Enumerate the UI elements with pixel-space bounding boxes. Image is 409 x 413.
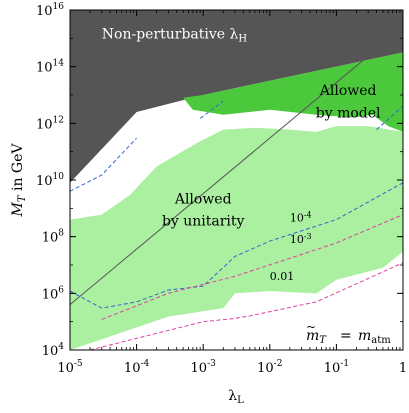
- contour-001: [89, 262, 403, 350]
- region-1: [70, 126, 403, 350]
- lines-layer: [70, 26, 403, 305]
- y-axis-title: MT in GeV: [10, 143, 28, 218]
- upper-contour-left: [70, 137, 137, 192]
- x-axis-title-sub: L: [237, 395, 244, 406]
- y-tick-label-3: 1010: [36, 172, 64, 189]
- x-tick-label-5: 1: [399, 361, 407, 376]
- label-nonpert-sub: H: [238, 33, 247, 44]
- contour-1e-4: [70, 182, 403, 309]
- formula-rhs: matm: [358, 328, 391, 346]
- y-tick-label-2: 108: [42, 229, 65, 246]
- y-tick-label-exp-3: 10: [53, 172, 65, 182]
- x-tick-label-exp-1: -4: [140, 359, 149, 369]
- x-tick-label-1: 10-4: [124, 359, 150, 376]
- y-tick-label-base-2: 10: [42, 231, 59, 246]
- label-unitarity-2-main: by unitarity: [162, 213, 245, 229]
- y-tick-label-base-0: 10: [42, 344, 59, 359]
- x-tick-label-3: 10-2: [257, 359, 282, 376]
- contour-1e-3: [101, 214, 403, 320]
- y-tick-label-base-3: 10: [36, 174, 53, 189]
- label-model-2: by model: [316, 106, 381, 122]
- formula-equals: =: [340, 328, 352, 344]
- upper-contour-mid: [199, 100, 224, 119]
- x-tick-label-2: 10-3: [191, 359, 217, 376]
- label-nonpert-main: Non-perturbative λ: [102, 26, 239, 42]
- x-tick-label-exp-0: -5: [74, 359, 83, 369]
- label-unitarity-1: Allowed: [174, 191, 232, 207]
- label-model-1-main: Allowed: [319, 83, 377, 99]
- contour-1e-4-label-base: 10: [290, 211, 304, 224]
- label-unitarity-1-main: Allowed: [174, 191, 232, 207]
- x-tick-label-exp-2: -3: [207, 359, 216, 369]
- y-tick-label-exp-5: 14: [53, 59, 65, 69]
- x-tick-label-exp-4: -1: [340, 359, 349, 369]
- y-tick-label-base-4: 10: [36, 117, 53, 132]
- formula-lhs-sub: T: [319, 335, 327, 346]
- y-tick-label-exp-1: 6: [58, 285, 64, 295]
- contour-1e-4-label: 10-4: [290, 210, 312, 224]
- y-tick-label-5: 1014: [36, 59, 64, 76]
- contours-layer: [70, 100, 403, 350]
- formula-rhs-sub: atm: [371, 335, 391, 346]
- contour-1e-3-label-base: 10: [290, 233, 304, 246]
- y-axis-title-suffix: in GeV: [10, 143, 26, 196]
- formula-annotation: ~ mT = matm: [306, 320, 391, 346]
- y-tick-label-base-5: 10: [36, 61, 53, 76]
- x-tick-label-base-0: 10: [57, 361, 74, 376]
- y-axis-title-main: M: [10, 202, 26, 218]
- x-tick-label-4: 10-1: [324, 359, 349, 376]
- formula-lhs-main: m: [306, 328, 319, 344]
- contour-1e-4-label-exp: -4: [304, 210, 312, 219]
- unitarity-line: [70, 26, 403, 305]
- x-tick-label-base-5: 1: [399, 361, 407, 376]
- contour-1e-3-label: 10-3: [290, 232, 312, 246]
- y-tick-label-exp-4: 12: [53, 115, 64, 125]
- y-tick-label-exp-6: 16: [53, 2, 65, 12]
- y-axis-title-sub: T: [17, 194, 28, 202]
- x-tick-label-base-2: 10: [191, 361, 208, 376]
- upper-contour-right: [376, 105, 403, 130]
- x-tick-label-base-4: 10: [324, 361, 341, 376]
- y-tick-label-0: 104: [42, 342, 65, 359]
- contour-001-label: 0.01: [270, 270, 295, 283]
- x-tick-label-0: 10-5: [57, 359, 83, 376]
- y-tick-label-base-1: 10: [42, 287, 59, 302]
- contour-001-label-base: 0.01: [270, 270, 295, 283]
- formula-rhs-main: m: [358, 328, 371, 344]
- y-tick-label-1: 106: [42, 285, 65, 302]
- formula-lhs-accent: ~: [306, 320, 316, 334]
- formula-lhs: mT: [306, 328, 327, 346]
- x-tick-label-exp-3: -2: [274, 359, 283, 369]
- x-tick-label-base-1: 10: [124, 361, 141, 376]
- label-nonpert: Non-perturbative λH: [102, 26, 248, 44]
- region-0: [70, 10, 403, 183]
- y-tick-label-exp-2: 8: [58, 229, 64, 239]
- x-tick-label-base-3: 10: [257, 361, 274, 376]
- x-axis-title-main: λ: [228, 388, 237, 404]
- label-model-1: Allowed: [319, 83, 377, 99]
- y-tick-label-6: 1016: [36, 2, 64, 19]
- y-tick-label-exp-0: 4: [58, 342, 64, 352]
- y-tick-label-4: 1012: [36, 115, 64, 132]
- label-unitarity-2: by unitarity: [162, 213, 245, 229]
- y-tick-label-base-6: 10: [36, 4, 53, 19]
- label-model-2-main: by model: [316, 106, 381, 122]
- contour-1e-3-label-exp: -3: [304, 232, 312, 241]
- ticks-layer: 10-5 10-4 10-3 10-2 10-1 11041061081010101210…: [36, 2, 407, 376]
- x-axis-title: λL: [228, 388, 244, 406]
